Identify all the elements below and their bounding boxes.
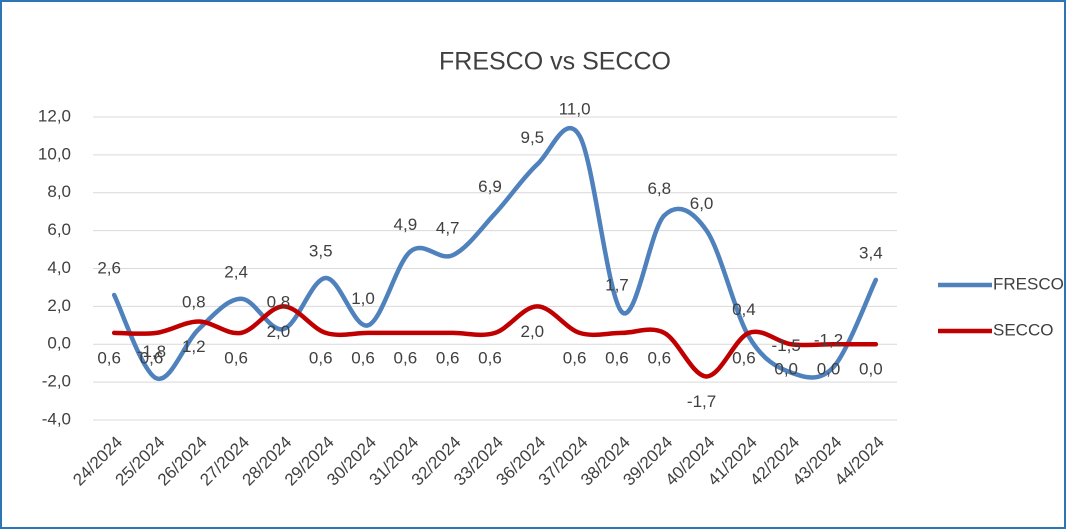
data-label: 0,6: [394, 348, 418, 367]
data-label: 3,5: [309, 241, 333, 260]
data-label: -1,5: [772, 336, 801, 355]
y-tick-label: -4,0: [42, 409, 71, 428]
data-label: 2,0: [267, 322, 291, 341]
data-label: -1,2: [814, 330, 843, 349]
y-tick-label: 0,0: [47, 334, 71, 353]
chart-title: FRESCO vs SECCO: [439, 48, 671, 76]
data-label: 2,0: [520, 322, 544, 341]
data-label: 0,0: [859, 360, 883, 379]
data-label: 2,6: [97, 258, 121, 277]
y-tick-label: 6,0: [47, 220, 71, 239]
data-label: -1,7: [687, 392, 716, 411]
data-label: 0,4: [732, 300, 756, 319]
data-label: 0,6: [563, 348, 587, 367]
data-label: 0,6: [647, 348, 671, 367]
y-tick-label: -2,0: [42, 372, 71, 391]
data-label: 11,0: [559, 99, 591, 118]
data-label: 4,7: [436, 219, 460, 238]
data-label: 0,0: [774, 360, 798, 379]
data-label: 0,6: [309, 348, 333, 367]
data-label: 0,8: [182, 293, 206, 312]
y-tick-label: 2,0: [47, 296, 71, 315]
legend-label: FRESCO: [993, 274, 1064, 293]
y-tick-label: 4,0: [47, 258, 71, 277]
y-tick-label: 12,0: [38, 106, 71, 125]
line-series: [111, 304, 879, 379]
data-label: 0,6: [351, 348, 375, 367]
data-label: -1,8: [137, 342, 166, 361]
legend-label: SECCO: [993, 320, 1053, 339]
data-label: 0,6: [605, 348, 629, 367]
data-label: 0,6: [97, 348, 121, 367]
data-label: 3,4: [859, 243, 883, 262]
data-label: 6,0: [690, 194, 714, 213]
data-label: 9,5: [520, 128, 544, 147]
data-label: 1,0: [351, 289, 375, 308]
data-label: 0,6: [436, 348, 460, 367]
data-label: 0,8: [267, 293, 291, 312]
y-tick-label: 8,0: [47, 182, 71, 201]
data-label: 0,0: [817, 360, 841, 379]
data-label: 0,6: [224, 348, 248, 367]
data-label: 1,7: [605, 276, 629, 295]
line-series: [111, 125, 879, 381]
y-tick-label: 10,0: [38, 144, 71, 163]
data-label: 2,4: [224, 262, 248, 281]
data-label: 0,6: [140, 348, 164, 367]
data-label: 6,8: [647, 179, 671, 198]
data-label: 1,2: [182, 337, 206, 356]
data-label: 4,9: [394, 215, 418, 234]
data-label: 0,6: [732, 348, 756, 367]
data-label: 6,9: [478, 177, 502, 196]
data-label: 0,6: [478, 348, 502, 367]
